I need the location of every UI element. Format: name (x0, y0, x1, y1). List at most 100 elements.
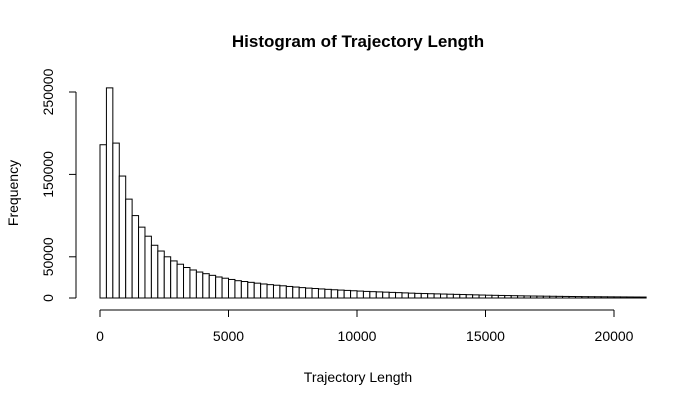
histogram-bar (292, 286, 300, 299)
histogram-bar (234, 280, 242, 299)
histogram-bar (343, 289, 352, 299)
histogram-bar (324, 288, 332, 299)
histogram-bar (330, 289, 339, 299)
histogram-bar (356, 290, 364, 299)
histogram-bar (536, 295, 544, 299)
x-axis-label: Trajectory Length (304, 369, 412, 385)
histogram-bar (298, 287, 307, 299)
x-tick-label: 5000 (213, 328, 244, 344)
histogram-bar (163, 256, 172, 299)
x-tick-label: 20000 (595, 328, 634, 344)
histogram-bar (420, 293, 429, 299)
histogram-bar (99, 144, 107, 299)
y-tick-label: 50000 (40, 237, 56, 276)
histogram-bar (574, 296, 583, 299)
histogram-bar (452, 293, 461, 299)
histogram-bar (427, 293, 435, 299)
histogram-bar (118, 175, 127, 299)
x-axis: 0 5000 10000 15000 20000 (96, 309, 634, 344)
histogram-bar (125, 198, 133, 299)
x-tick-label: 15000 (466, 328, 505, 344)
histogram-bar (568, 296, 576, 299)
histogram-bar (279, 285, 287, 299)
histogram-bar (459, 294, 467, 299)
histogram-bar (144, 235, 152, 299)
histogram-bar (382, 291, 390, 299)
histogram-bar (260, 283, 268, 299)
histogram-bar (607, 296, 615, 299)
histogram-bars (99, 87, 647, 299)
histogram-bar (266, 284, 274, 299)
histogram-bar (562, 295, 570, 299)
histogram-bar (112, 142, 120, 299)
histogram-bar (446, 293, 454, 299)
histogram-bar (465, 294, 474, 299)
histogram-bar (105, 87, 114, 299)
histogram-bar (388, 291, 397, 299)
histogram-bar (317, 288, 326, 299)
histogram-bar (189, 269, 197, 299)
histogram-bar (221, 277, 230, 299)
histogram-bar (369, 291, 377, 299)
histogram-bar (350, 290, 358, 299)
y-tick-label: 0 (40, 294, 56, 302)
histogram-bar (272, 284, 281, 299)
histogram-bar (600, 296, 609, 299)
histogram-bar (202, 273, 210, 299)
histogram-bar (485, 294, 493, 299)
histogram-bar (440, 293, 448, 299)
histogram-bar (311, 288, 319, 299)
histogram-bar (253, 282, 262, 299)
histogram-bar (150, 244, 159, 299)
chart-title: Histogram of Trajectory Length (232, 32, 484, 51)
histogram-bar (632, 296, 641, 299)
histogram-bar (215, 276, 223, 299)
x-tick-label: 0 (96, 328, 104, 344)
histogram-bar (285, 285, 294, 299)
histogram-bar (247, 281, 255, 299)
histogram-bar (362, 290, 371, 299)
histogram-bar (478, 294, 487, 299)
histogram-bar (208, 274, 217, 299)
histogram-bar (619, 296, 628, 299)
histogram-bar (529, 295, 538, 299)
histogram-bar (587, 296, 596, 299)
histogram-bar (131, 215, 140, 299)
y-tick-label: 250000 (40, 68, 56, 115)
histogram-bar (639, 296, 647, 299)
histogram-bar (195, 271, 204, 299)
histogram-bar (497, 294, 506, 299)
histogram-bar (626, 296, 634, 299)
x-tick-label: 10000 (338, 328, 377, 344)
histogram-bar (375, 291, 384, 299)
histogram-bar (157, 250, 165, 299)
histogram-bar (555, 295, 564, 299)
y-tick-label: 150000 (40, 151, 56, 198)
histogram-bar (240, 281, 249, 299)
y-axis: 0 50000 150000 250000 (40, 68, 77, 302)
histogram-bar (407, 292, 416, 299)
histogram-bar (401, 292, 409, 299)
histogram-bar (305, 287, 313, 299)
histogram-bar (581, 296, 589, 299)
histogram-bar (542, 295, 551, 299)
histogram-bar (337, 289, 345, 299)
histogram-bar (395, 292, 403, 299)
histogram-bar (613, 296, 621, 299)
histogram-bar (138, 226, 146, 299)
y-axis-label: Frequency (5, 160, 21, 226)
histogram-bar (549, 295, 557, 299)
histogram-bar (183, 267, 191, 299)
histogram-bar (228, 278, 236, 299)
histogram-bar (433, 293, 442, 299)
histogram-bar (472, 294, 480, 299)
histogram-bar (176, 263, 185, 299)
histogram-bar (414, 292, 422, 299)
histogram-bar (523, 295, 531, 299)
histogram-bar (510, 295, 519, 299)
histogram-bar (594, 296, 602, 299)
histogram-bar (517, 295, 525, 299)
histogram-bar (504, 295, 512, 299)
